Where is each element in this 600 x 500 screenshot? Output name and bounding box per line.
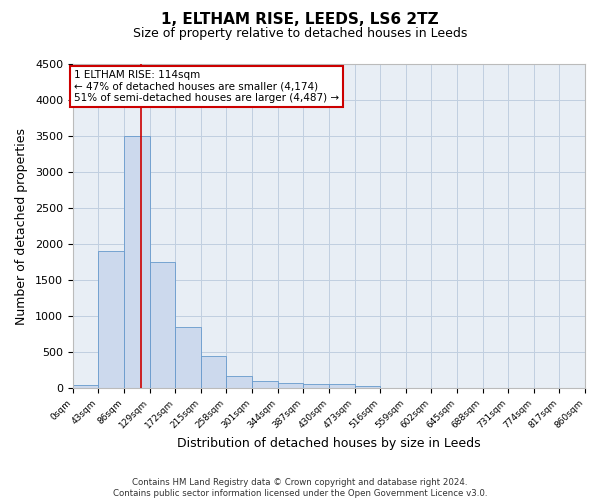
Bar	[149, 262, 175, 388]
Text: Contains HM Land Registry data © Crown copyright and database right 2024.
Contai: Contains HM Land Registry data © Crown c…	[113, 478, 487, 498]
Bar	[98, 252, 124, 388]
Bar	[329, 384, 355, 388]
Bar	[175, 327, 201, 388]
Text: 1 ELTHAM RISE: 114sqm
← 47% of detached houses are smaller (4,174)
51% of semi-d: 1 ELTHAM RISE: 114sqm ← 47% of detached …	[74, 70, 339, 103]
Y-axis label: Number of detached properties: Number of detached properties	[15, 128, 28, 324]
Bar	[355, 386, 380, 388]
Bar	[226, 376, 252, 388]
Bar	[124, 136, 149, 388]
Text: 1, ELTHAM RISE, LEEDS, LS6 2TZ: 1, ELTHAM RISE, LEEDS, LS6 2TZ	[161, 12, 439, 28]
Bar	[252, 380, 278, 388]
Bar	[303, 384, 329, 388]
Bar	[201, 356, 226, 388]
Text: Size of property relative to detached houses in Leeds: Size of property relative to detached ho…	[133, 28, 467, 40]
Bar	[73, 386, 98, 388]
Bar	[278, 383, 303, 388]
X-axis label: Distribution of detached houses by size in Leeds: Distribution of detached houses by size …	[177, 437, 481, 450]
